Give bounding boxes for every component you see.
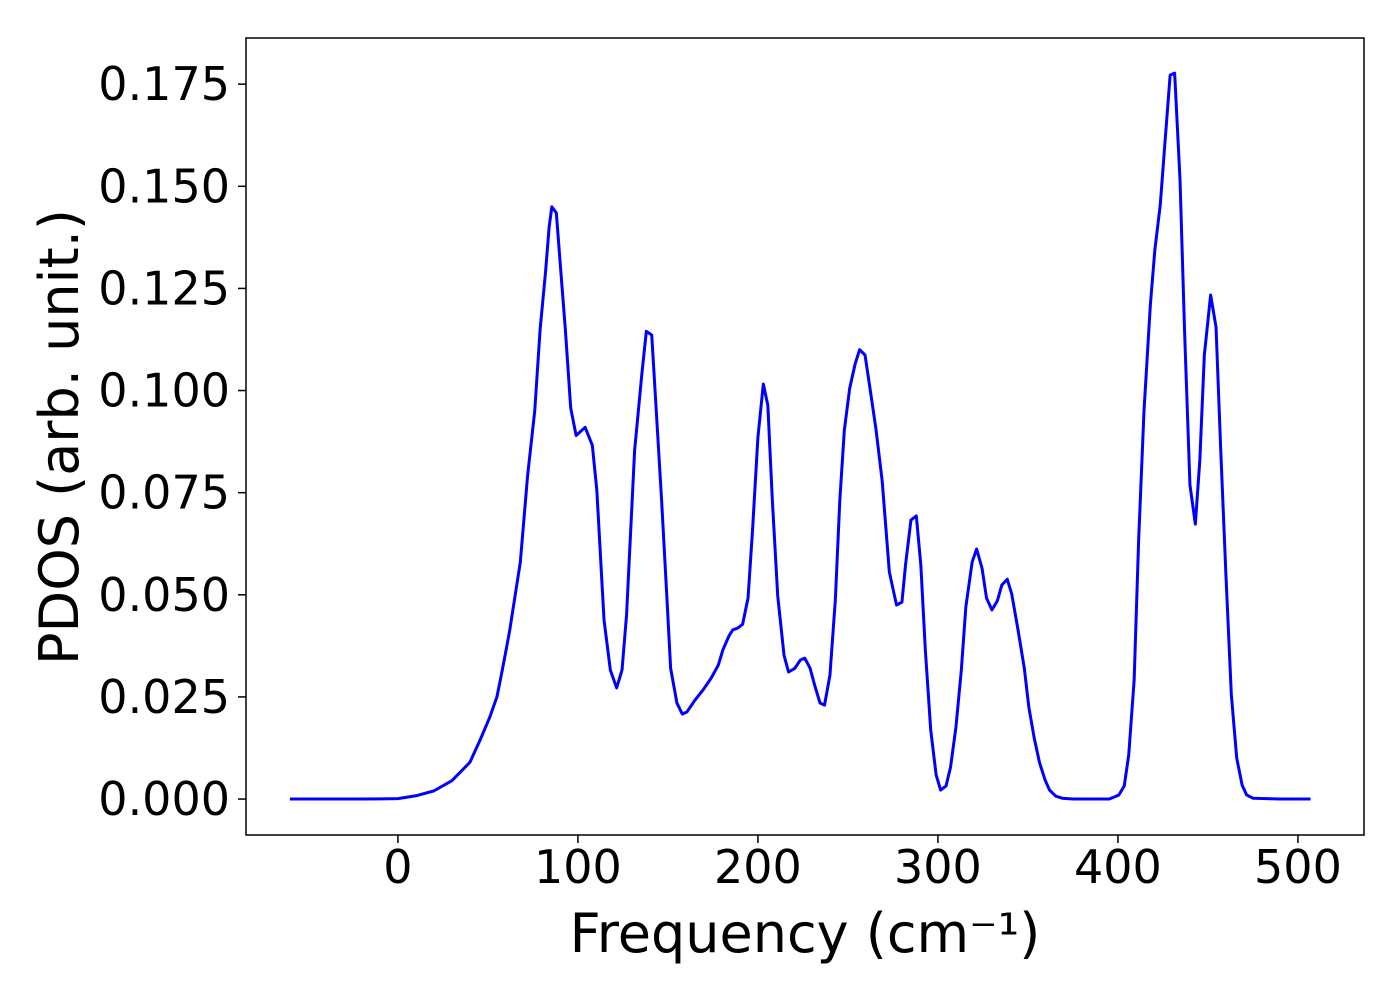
- y-tick-label: 0.175: [98, 57, 230, 111]
- pdos-line: [289, 71, 1311, 801]
- x-tick-label: 0: [383, 840, 412, 894]
- plot-frame: [245, 37, 1365, 836]
- x-tick-label: 500: [1254, 840, 1342, 894]
- y-tick-label: 0.150: [98, 159, 230, 213]
- x-tick-label: 100: [534, 840, 622, 894]
- x-tick-label: 300: [894, 840, 982, 894]
- y-tick-label: 0.075: [98, 466, 230, 520]
- y-axis-label: PDOS (arb. unit.): [28, 209, 91, 665]
- y-tick-label: 0.000: [98, 772, 230, 826]
- x-axis-label: Frequency (cm⁻¹): [570, 902, 1041, 965]
- x-tick-label: 400: [1074, 840, 1162, 894]
- y-tick-label: 0.050: [98, 568, 230, 622]
- x-tick-label: 200: [714, 840, 802, 894]
- y-tick-label: 0.025: [98, 670, 230, 724]
- y-tick-label: 0.125: [98, 261, 230, 315]
- y-tick-label: 0.100: [98, 364, 230, 418]
